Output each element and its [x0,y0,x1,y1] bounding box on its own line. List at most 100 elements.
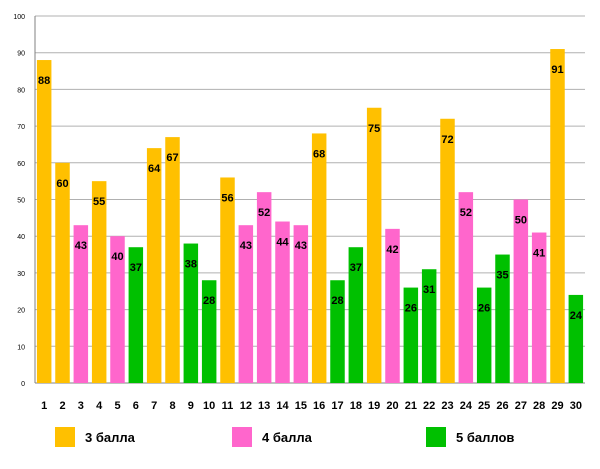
x-tick-label-11: 11 [222,400,234,412]
x-tick-label-22: 22 [423,400,435,412]
data-label-28: 41 [533,248,545,260]
x-tick-label-8: 8 [169,400,175,412]
y-tick-label: 0 [21,381,25,388]
x-tick-label-9: 9 [188,400,194,412]
bar-30 [568,294,584,383]
x-tick-label-1: 1 [41,400,47,412]
y-tick-label: 80 [17,87,25,94]
x-tick-label-7: 7 [151,400,157,412]
y-tick-label: 30 [17,271,25,278]
y-tick-label: 90 [17,51,25,58]
legend-label-4: 4 балла [262,429,312,445]
bar-25 [476,287,492,383]
bar-16 [311,133,327,383]
legend-label-3: 3 балла [85,429,135,445]
x-tick-label-19: 19 [368,400,380,412]
bar-23 [440,118,455,383]
x-tick-label-10: 10 [203,400,215,412]
bar-4 [91,181,107,383]
data-label-3: 43 [75,240,87,252]
bar-17 [330,280,345,383]
data-label-7: 64 [148,163,161,175]
x-tick-label-4: 4 [96,400,103,412]
y-tick-label: 100 [13,14,25,21]
x-tick-label-12: 12 [240,400,252,412]
x-tick-label-5: 5 [114,400,120,412]
bar-26 [495,254,510,383]
bar-11 [220,177,235,383]
data-label-30: 24 [570,310,583,322]
x-tick-label-28: 28 [533,400,545,412]
data-label-17: 28 [331,295,343,307]
y-tick-label: 60 [17,161,25,168]
y-tick-label: 40 [17,234,25,241]
x-tick-label-27: 27 [515,400,527,412]
data-label-8: 67 [166,152,178,164]
legend-swatch-3 [55,427,75,447]
data-label-14: 44 [276,237,289,249]
data-label-4: 55 [93,196,105,208]
data-label-26: 35 [496,270,508,282]
bar-27 [513,199,529,383]
bar-12 [238,225,254,383]
legend-item-5: 5 баллов [426,425,514,449]
bar-8 [165,137,180,383]
bar-19 [366,107,382,383]
x-tick-label-20: 20 [386,400,398,412]
y-tick-label: 70 [17,124,25,131]
x-axis-ticks: 1 2 3 4 5 6 7 8 9 10 11 12 13 14 15 16 17 18 19 20 21 22 23 24 2… [41,400,582,412]
bar-28 [531,232,547,383]
x-tick-label-14: 14 [276,400,289,412]
data-label-27: 50 [515,215,527,227]
x-tick-label-13: 13 [258,400,270,412]
x-tick-label-29: 29 [551,400,563,412]
data-label-24: 52 [460,207,472,219]
x-tick-label-15: 15 [295,400,307,412]
x-tick-label-21: 21 [405,400,417,412]
bar-29 [550,49,565,383]
data-label-23: 72 [441,134,453,146]
data-label-16: 68 [313,148,325,160]
x-tick-label-26: 26 [496,400,508,412]
x-tick-label-24: 24 [460,400,473,412]
data-label-5: 40 [111,251,123,263]
legend-label-5: 5 баллов [456,429,515,445]
x-tick-label-3: 3 [78,400,84,412]
data-label-15: 43 [295,240,307,252]
bar-22 [421,269,437,383]
data-label-20: 42 [386,244,398,256]
legend-item-4: 4 балла [232,425,312,449]
x-tick-label-2: 2 [59,400,65,412]
x-tick-label-23: 23 [441,400,453,412]
bar-13 [256,192,272,383]
bar-3 [73,225,89,383]
bar-9 [183,243,199,383]
data-label-22: 31 [423,284,435,296]
legend-item-3: 3 балла [55,425,135,449]
y-tick-label: 10 [17,344,25,351]
y-tick-label: 20 [17,308,25,315]
data-label-25: 26 [478,303,490,315]
y-axis: 0 10 20 30 40 50 60 70 80 90 100 [13,14,36,388]
x-tick-label-16: 16 [313,400,325,412]
bar-2 [55,162,70,383]
data-label-18: 37 [350,262,362,274]
bars: 88 60 43 55 40 37 64 67 38 28 56 43 52 44 43 68 28 37 75 42… [36,49,584,383]
x-tick-label-25: 25 [478,400,490,412]
bar-5 [110,236,125,383]
bar-21 [403,287,419,383]
data-label-21: 26 [405,303,417,315]
x-tick-label-17: 17 [331,400,343,412]
data-label-11: 56 [221,192,233,204]
data-label-1: 88 [38,75,50,87]
data-label-19: 75 [368,123,380,135]
data-label-13: 52 [258,207,270,219]
data-label-9: 38 [185,259,197,271]
grid-lines [35,15,585,384]
x-tick-label-30: 30 [570,400,582,412]
x-tick-label-18: 18 [350,400,362,412]
bar-14 [275,221,290,383]
bar-7 [146,148,162,383]
bar-6 [128,247,144,383]
